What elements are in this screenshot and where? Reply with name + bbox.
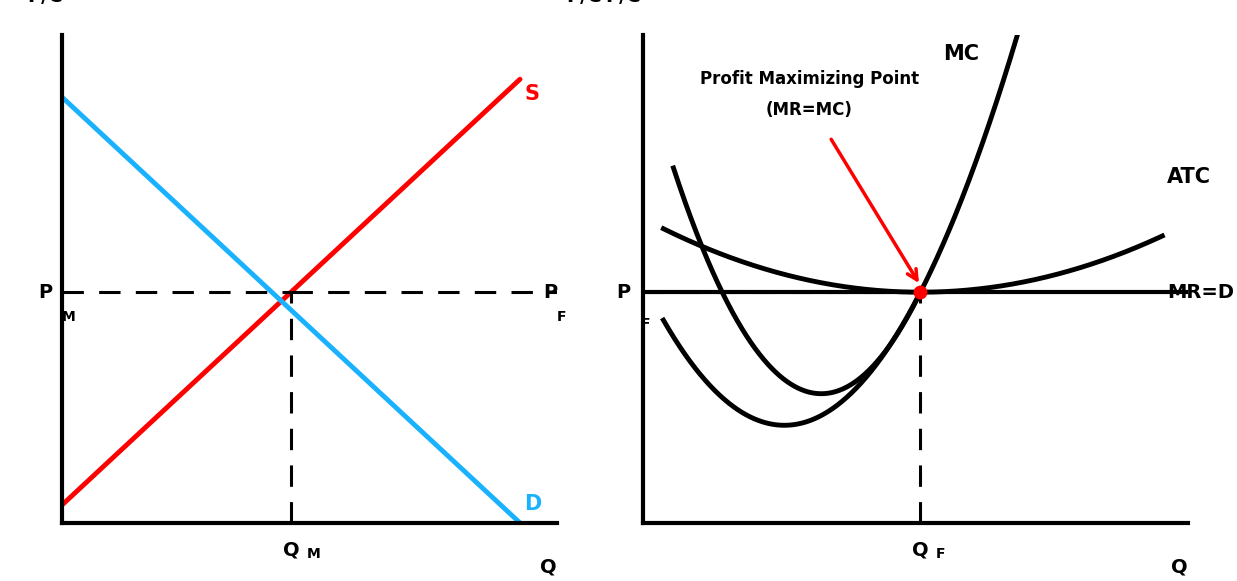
Text: P/C: P/C — [605, 0, 641, 6]
Text: (MR=MC): (MR=MC) — [766, 102, 854, 120]
Text: P/C: P/C — [567, 0, 602, 6]
Text: Q: Q — [912, 541, 929, 560]
Text: MR=D: MR=D — [1168, 283, 1235, 302]
Text: F: F — [935, 547, 945, 561]
Text: F: F — [641, 317, 651, 331]
Text: P/C: P/C — [27, 0, 63, 6]
Text: S: S — [524, 84, 539, 103]
Text: P: P — [543, 283, 557, 302]
Text: Profit Maximizing Point: Profit Maximizing Point — [700, 70, 919, 88]
Text: D: D — [524, 494, 542, 514]
Text: Q: Q — [282, 541, 299, 560]
Text: M: M — [62, 310, 75, 324]
Text: ATC: ATC — [1168, 167, 1211, 187]
Text: Q: Q — [541, 557, 557, 576]
Text: MC: MC — [943, 44, 978, 64]
Text: P: P — [38, 283, 53, 302]
Text: P: P — [616, 283, 631, 302]
Text: M: M — [307, 547, 320, 561]
Text: Q: Q — [1171, 557, 1188, 576]
Text: F: F — [557, 310, 567, 324]
